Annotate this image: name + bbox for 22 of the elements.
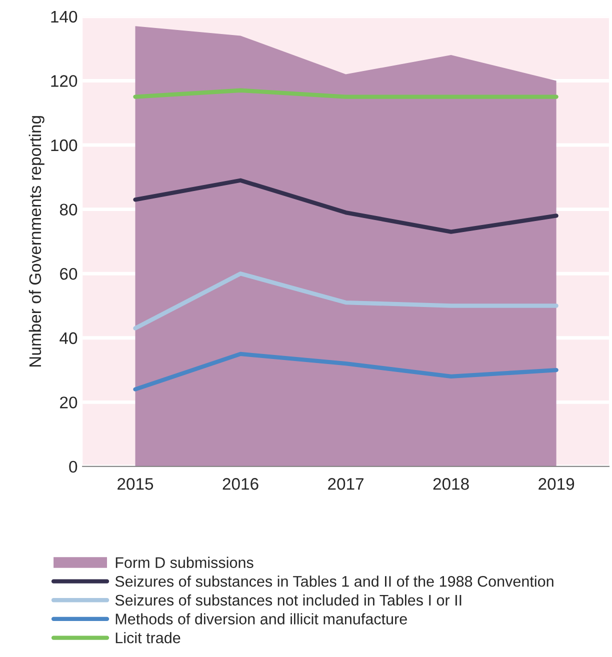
y-tick-label: 40	[60, 332, 78, 344]
x-tick-label: 2016	[222, 478, 258, 490]
x-tick-label: 2019	[538, 478, 574, 490]
y-tick-label: 20	[60, 396, 78, 408]
x-tick-label: 2018	[433, 478, 469, 490]
y-axis-title: Number of Governments reporting	[28, 116, 44, 367]
line-series	[133, 272, 558, 330]
legend-label: Seizures of substances in Tables 1 and II of the 1988 Convention	[115, 576, 554, 587]
line-series	[133, 178, 558, 234]
y-tick-label: 140	[51, 10, 78, 23]
x-tick-label: 2017	[328, 478, 364, 490]
legend-label: Methods of diversion and illicit manufacture	[116, 613, 407, 624]
line-series	[133, 352, 558, 392]
y-tick-label: 60	[60, 268, 78, 280]
legend-label: Seizures of substances not included in Tables I or II	[115, 594, 462, 606]
legend-label: Form D submissions	[116, 556, 254, 568]
y-tick-label: 0	[69, 460, 78, 473]
x-tick-label: 2015	[118, 478, 154, 490]
y-tick-label: 100	[51, 139, 78, 152]
legend-label: Licit trade	[116, 632, 180, 644]
y-tick-label: 80	[60, 204, 78, 216]
y-tick-label: 120	[51, 75, 78, 87]
